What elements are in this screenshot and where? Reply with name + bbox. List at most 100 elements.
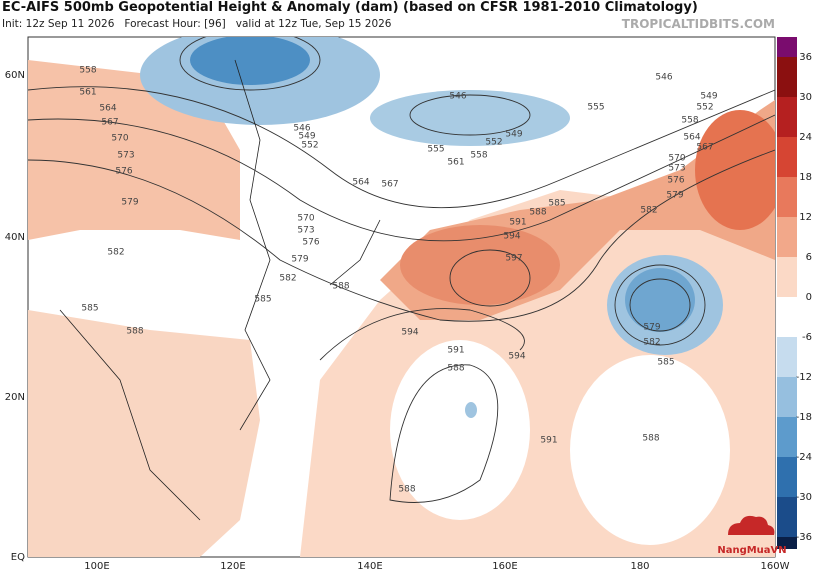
contour-label: 579 bbox=[643, 323, 660, 333]
contour-label: 558 bbox=[79, 66, 96, 76]
contour-label: 594 bbox=[508, 352, 525, 362]
contour-label: 588 bbox=[529, 208, 546, 218]
lon-label: 160E bbox=[492, 561, 517, 572]
colorbar-band bbox=[777, 217, 797, 257]
contour-label: 597 bbox=[505, 254, 522, 264]
contour-label: 564 bbox=[683, 133, 700, 143]
title: EC-AIFS 500mb Geopotential Height & Anom… bbox=[2, 0, 698, 15]
contour-label: 585 bbox=[81, 304, 98, 314]
subtitle: Init: 12z Sep 11 2026 Forecast Hour: [96… bbox=[2, 18, 392, 30]
contour-label: 585 bbox=[254, 295, 271, 305]
logo: NangMuaVN bbox=[717, 515, 787, 556]
colorbar-band bbox=[777, 257, 797, 297]
contour-label: 585 bbox=[657, 358, 674, 368]
contour-label: 576 bbox=[302, 238, 319, 248]
contour-label: 549 bbox=[298, 132, 315, 142]
colorbar-band bbox=[777, 457, 797, 497]
contour-label: 588 bbox=[447, 364, 464, 374]
watermark: TROPICALTIDBITS.COM bbox=[622, 17, 775, 31]
contour-label: 552 bbox=[301, 141, 318, 151]
colorbar-tick-label: -30 bbox=[796, 492, 812, 503]
contour-label: 555 bbox=[427, 145, 444, 155]
contour-label: 552 bbox=[485, 138, 502, 148]
lat-label: EQ bbox=[11, 552, 25, 563]
colorbar-band bbox=[777, 297, 797, 337]
contour-label: 576 bbox=[115, 167, 132, 177]
contour-label: 546 bbox=[655, 73, 672, 83]
contour-label: 561 bbox=[79, 88, 96, 98]
colorbar-tick-label: -18 bbox=[796, 412, 812, 423]
colorbar-band bbox=[777, 417, 797, 457]
lat-label: 20N bbox=[5, 392, 25, 403]
contour-label: 570 bbox=[668, 154, 685, 164]
colorbar-band bbox=[777, 337, 797, 377]
contour-label: 573 bbox=[117, 151, 134, 161]
lat-label: 40N bbox=[5, 232, 25, 243]
contour-label: 588 bbox=[642, 434, 659, 444]
colorbar-tick-label: 30 bbox=[799, 92, 812, 103]
colorbar-tick-label: 24 bbox=[799, 132, 812, 143]
colorbar-band bbox=[777, 177, 797, 217]
colorbar-tick-label: -24 bbox=[796, 452, 812, 463]
contour-label: 573 bbox=[668, 164, 685, 174]
logo-text: NangMuaVN bbox=[717, 545, 786, 556]
contour-label: 549 bbox=[505, 130, 522, 140]
lon-label: 140E bbox=[357, 561, 382, 572]
contour-label: 582 bbox=[279, 274, 296, 284]
contour-label: 564 bbox=[99, 104, 116, 114]
contour-label: 594 bbox=[401, 328, 418, 338]
contour-label: 582 bbox=[640, 206, 657, 216]
contour-label: 579 bbox=[121, 198, 138, 208]
contour-label: 588 bbox=[126, 327, 143, 337]
contour-label: 564 bbox=[352, 178, 369, 188]
contour-labels: 5585615645675705735765795825855885465495… bbox=[79, 66, 717, 495]
colorbar-tick-label: 0 bbox=[806, 292, 812, 303]
map-area bbox=[27, 36, 776, 558]
colorbar-band bbox=[777, 37, 797, 57]
contour-label: 591 bbox=[447, 346, 464, 356]
contour-label: 567 bbox=[101, 118, 118, 128]
colorbar-band bbox=[777, 137, 797, 177]
contour-label: 582 bbox=[643, 338, 660, 348]
contour-label: 546 bbox=[449, 92, 466, 102]
colorbar-tick-label: 18 bbox=[799, 172, 812, 183]
contour-label: 549 bbox=[700, 92, 717, 102]
contour-label: 588 bbox=[398, 485, 415, 495]
contour-label: 591 bbox=[509, 218, 526, 228]
contour-label: 546 bbox=[293, 124, 310, 134]
contour-label: 558 bbox=[470, 151, 487, 161]
contour-label: 573 bbox=[297, 226, 314, 236]
lon-label: 160W bbox=[761, 561, 790, 572]
contour-label: 555 bbox=[587, 103, 604, 113]
colorbar-band bbox=[777, 377, 797, 417]
contour-label: 585 bbox=[548, 199, 565, 209]
contour-label: 558 bbox=[681, 116, 698, 126]
lon-label: 100E bbox=[84, 561, 109, 572]
contour-label: 588 bbox=[332, 282, 349, 292]
colorbar-tick-label: -36 bbox=[796, 532, 812, 543]
colorbar-band bbox=[777, 57, 797, 97]
colorbar-tick-label: -6 bbox=[802, 332, 812, 343]
lat-label: 60N bbox=[5, 70, 25, 81]
contour-label: 570 bbox=[111, 134, 128, 144]
contour-label: 579 bbox=[291, 255, 308, 265]
colorbar-tick-label: 6 bbox=[806, 252, 812, 263]
contour-label: 552 bbox=[696, 103, 713, 113]
contour-label: 594 bbox=[503, 232, 520, 242]
colorbar-band bbox=[777, 97, 797, 137]
contour-label: 579 bbox=[666, 191, 683, 201]
colorbar-tick-label: 36 bbox=[799, 52, 812, 63]
contour-label: 567 bbox=[696, 143, 713, 153]
colorbar-tick-label: 12 bbox=[799, 212, 812, 223]
contour-label: 561 bbox=[447, 158, 464, 168]
colorbar-tick-label: -12 bbox=[796, 372, 812, 383]
contour-label: 567 bbox=[381, 180, 398, 190]
colorbar-band bbox=[777, 497, 797, 537]
contour-label: 591 bbox=[540, 436, 557, 446]
contour-label: 576 bbox=[667, 176, 684, 186]
contour-label: 570 bbox=[297, 214, 314, 224]
colorbar: 36 30 24 18 12 6 0 -6 -12 -18 -24 -30 -36 bbox=[777, 37, 812, 549]
lon-label: 180 bbox=[630, 561, 649, 572]
lon-label: 120E bbox=[220, 561, 245, 572]
